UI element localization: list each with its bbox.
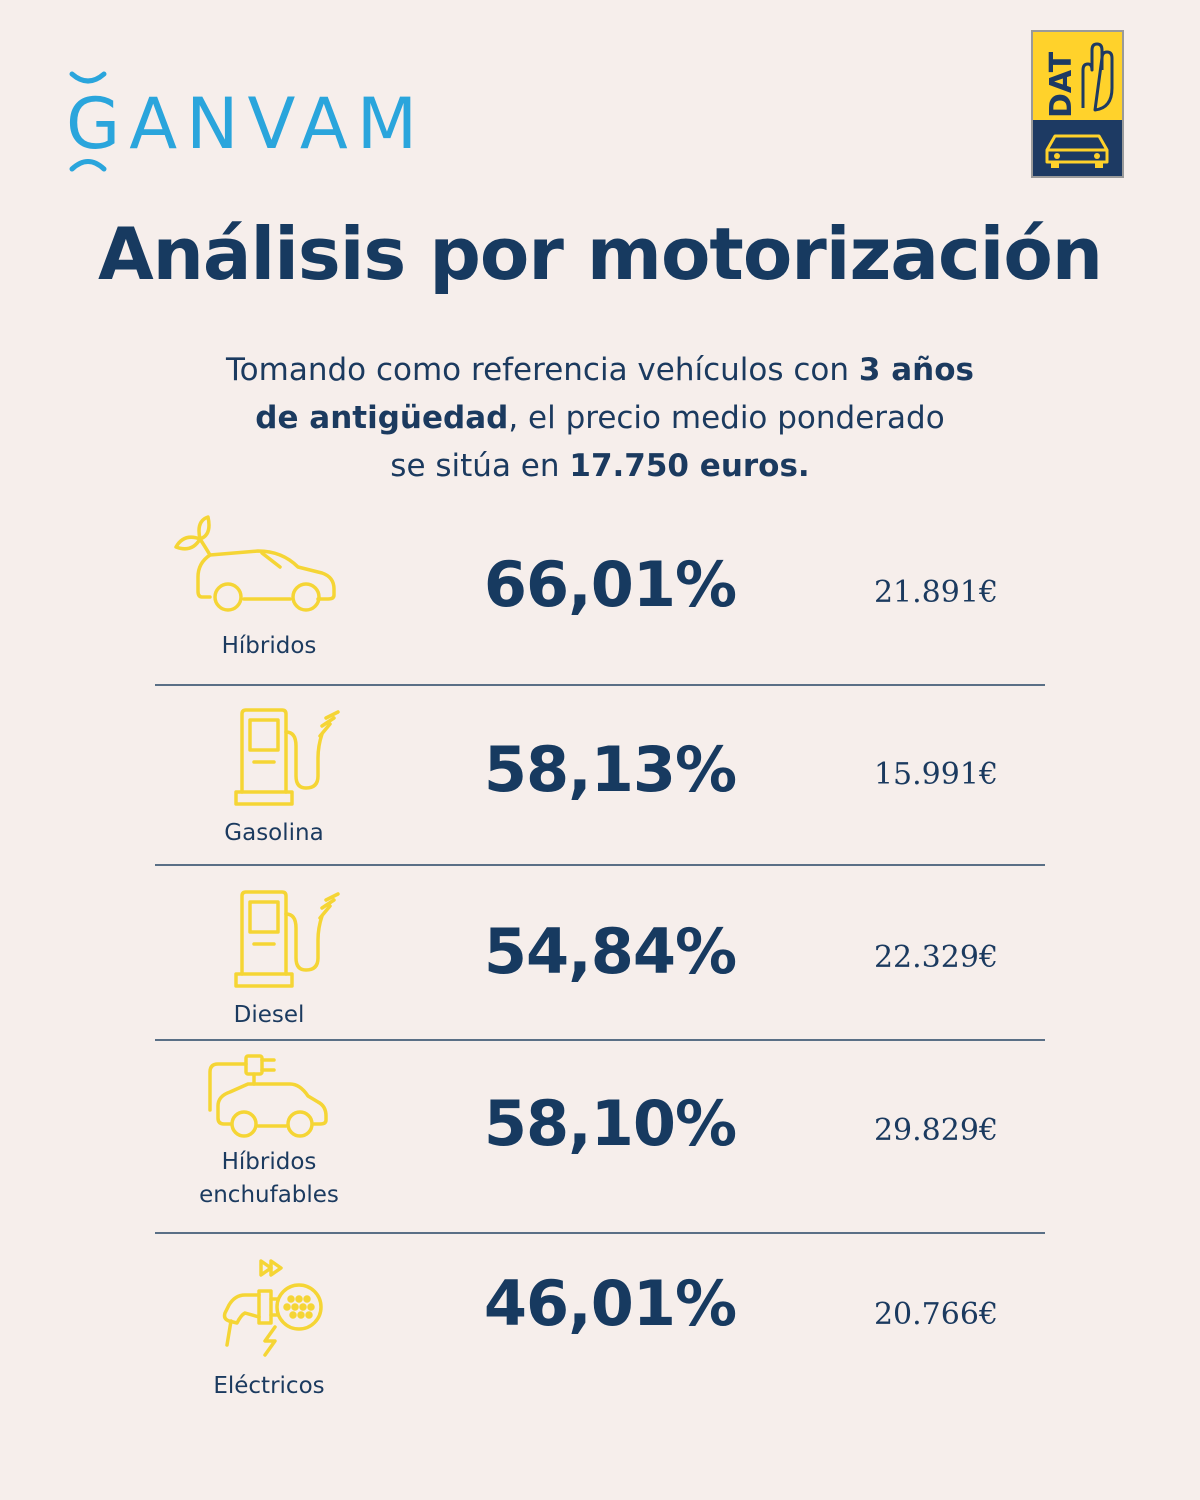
- row-percentage: 58,10%: [483, 1087, 737, 1160]
- row-price: 29.829€: [873, 1113, 999, 1148]
- row-percentage: 54,84%: [483, 915, 737, 988]
- plug-in-hybrid-car-icon: [200, 1048, 330, 1143]
- row-divider: [155, 684, 1045, 686]
- row-divider: [155, 1232, 1045, 1234]
- dat-logo: DAT: [1031, 30, 1124, 178]
- row-label: Híbridos: [221, 633, 317, 659]
- row-label-line: Híbridos: [221, 1149, 317, 1175]
- row-price: 15.991€: [873, 757, 999, 792]
- row-label: Eléctricos: [213, 1373, 325, 1399]
- row-label-line: enchufables: [199, 1182, 339, 1208]
- subtitle: Tomando como referencia vehículos con 3 …: [150, 346, 1050, 490]
- row-label: Gasolina: [224, 820, 324, 846]
- subtitle-text: , el precio medio ponderado: [508, 400, 945, 436]
- subtitle-highlight: de antigüedad: [255, 400, 509, 436]
- subtitle-text: Tomando como referencia vehículos con: [226, 352, 859, 388]
- row-label: Diesel: [233, 1002, 305, 1028]
- row-percentage: 58,13%: [483, 733, 737, 806]
- row-divider: [155, 1039, 1045, 1041]
- subtitle-highlight: 3 años: [858, 352, 974, 388]
- row-price: 20.766€: [873, 1297, 999, 1332]
- ganvam-logo: GANVAM: [66, 70, 417, 172]
- fuel-pump-icon: [230, 706, 340, 808]
- row-percentage: 46,01%: [483, 1267, 737, 1340]
- ganvam-wordmark: GANVAM: [66, 83, 416, 165]
- row-price: 21.891€: [873, 575, 999, 610]
- row-label: Híbridos enchufables: [139, 1146, 399, 1212]
- subtitle-text: se sitúa en: [390, 448, 570, 484]
- hybrid-car-leaf-icon: [170, 515, 340, 615]
- dat-wordmark: DAT: [1044, 51, 1079, 118]
- row-divider: [155, 864, 1045, 866]
- row-price: 22.329€: [873, 940, 999, 975]
- ev-charger-icon: [215, 1255, 330, 1360]
- page-title: Análisis por motorización: [97, 212, 1103, 296]
- fuel-pump-icon: [230, 888, 340, 990]
- subtitle-highlight: 17.750 euros.: [569, 448, 810, 484]
- row-percentage: 66,01%: [483, 548, 737, 621]
